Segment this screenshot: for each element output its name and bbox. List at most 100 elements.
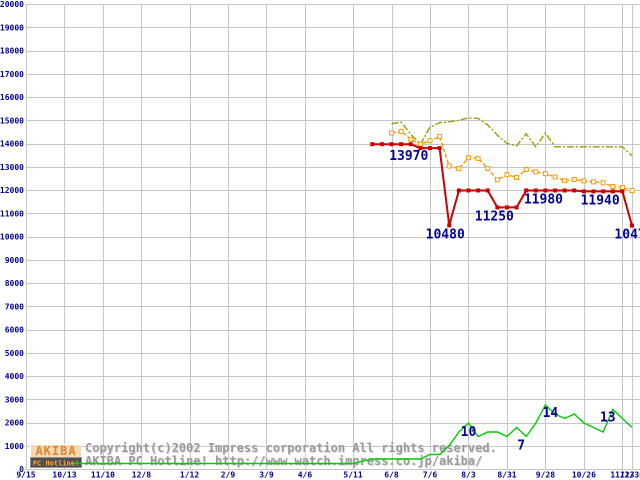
middle-price-marker — [523, 167, 529, 173]
y-axis-labels: 2000019000180001700016000150001400013000… — [0, 0, 24, 474]
x-tick-label: 2/9 — [221, 471, 236, 480]
middle-price-marker — [456, 166, 462, 172]
y-tick-label: 6000 — [5, 326, 24, 335]
y-tick-label: 12000 — [0, 186, 24, 195]
middle-price-marker — [629, 187, 635, 193]
akiba-logo: AKIBA PC Hotline! — [30, 444, 82, 468]
copyright-line2: AKIBA PC Hotline! http://www.watch.impre… — [85, 454, 482, 468]
shop-count-series — [74, 403, 633, 465]
shop-count-annotation: 14 — [543, 406, 559, 421]
price-annotation: 10480 — [426, 227, 465, 242]
lowest-price-marker — [370, 142, 375, 147]
middle-price-marker — [437, 134, 443, 140]
y-tick-label: 18000 — [0, 47, 24, 56]
x-tick-label: 8/3 — [461, 471, 476, 480]
lowest-price-marker — [562, 188, 567, 193]
lowest-price-marker — [514, 205, 519, 210]
middle-price-marker — [600, 180, 606, 186]
x-tick-label: 6/8 — [384, 471, 399, 480]
lowest-price-marker — [504, 205, 509, 210]
x-axis-labels: 9/15 10/13 11/10 12/8 1/12 2/9 3/9 4/6 5/11 6/8 7/… — [16, 471, 640, 480]
copyright-line1: Copyright(c)2002 Impress corporation All… — [85, 441, 497, 455]
x-tick-label: 5/11 — [343, 471, 362, 480]
lowest-price-marker — [476, 188, 481, 193]
shop-count-annotation: 13 — [600, 411, 616, 426]
middle-price-marker — [581, 178, 587, 184]
lowest-price-marker — [389, 142, 394, 147]
lowest-price-marker — [524, 188, 529, 193]
x-tick-label: 10/26 — [572, 471, 596, 480]
lowest-price-marker — [601, 189, 606, 194]
gridlines — [26, 4, 640, 470]
y-tick-label: 20000 — [0, 0, 24, 9]
lowest-price-marker — [610, 189, 615, 194]
middle-price-marker — [485, 166, 491, 172]
middle-price-marker — [533, 169, 539, 175]
shop-count-annotation: 7 — [517, 439, 525, 454]
y-tick-label: 1000 — [5, 442, 24, 451]
middle-price-marker — [619, 185, 625, 191]
middle-price-series — [389, 128, 635, 193]
lowest-price-marker — [408, 142, 413, 147]
middle-price-marker — [552, 174, 558, 180]
y-tick-label: 11000 — [0, 209, 24, 218]
x-tick-label: 11/10 — [91, 471, 115, 480]
pc-hotline-logo-text: PC Hotline! — [33, 460, 79, 468]
price-annotation: 11940 — [581, 193, 620, 208]
watermark: Copyright(c)2002 Impress corporation All… — [30, 441, 498, 469]
lowest-price-marker — [533, 188, 538, 193]
copyright-line1-shadow: Copyright(c)2002 Impress corporation All… — [86, 442, 498, 456]
middle-price-marker — [475, 155, 481, 161]
price-annotation: 13970 — [389, 149, 428, 164]
x-tick-label: 10/13 — [52, 471, 76, 480]
lowest-price-marker — [495, 205, 500, 210]
middle-price-marker — [571, 177, 577, 183]
middle-price-marker — [417, 141, 423, 147]
y-tick-label: 13000 — [0, 163, 24, 172]
akiba-logo-bottom-background — [30, 457, 82, 468]
lowest-price-marker — [379, 142, 384, 147]
y-tick-label: 2000 — [5, 419, 24, 428]
y-tick-label: 3000 — [5, 395, 24, 404]
x-tick-label: 8/31 — [497, 471, 516, 480]
y-tick-label: 7000 — [5, 302, 24, 311]
lowest-price-marker — [630, 223, 634, 228]
lowest-price-marker — [437, 146, 442, 151]
lowest-price-marker — [485, 188, 490, 193]
lowest-price-marker — [620, 189, 625, 194]
price-annotation: 11980 — [524, 192, 563, 207]
y-tick-label: 14000 — [0, 140, 24, 149]
middle-price-marker — [591, 179, 597, 185]
lowest-price-marker — [572, 188, 577, 193]
y-tick-label: 0 — [19, 465, 24, 474]
price-annotation: 11250 — [475, 209, 514, 224]
lowest-price-marker — [456, 188, 461, 193]
middle-price-marker — [389, 130, 395, 136]
lowest-price-marker — [399, 142, 404, 147]
shop-count-annotation: 10 — [461, 425, 477, 440]
y-tick-label: 10000 — [0, 233, 24, 242]
y-tick-label: 5000 — [5, 349, 24, 358]
x-tick-label: 9/15 — [16, 471, 35, 480]
price-annotation: 10470 — [614, 228, 640, 243]
middle-price-marker — [542, 171, 548, 177]
lowest-price-marker — [466, 188, 471, 193]
akiba-logo-text: AKIBA — [35, 444, 76, 458]
lowest-price-marker — [591, 189, 596, 194]
lowest-price-series — [370, 142, 634, 228]
lowest-price-line — [372, 143, 633, 226]
x-tick-label: 1/12 — [180, 471, 199, 480]
middle-price-marker — [562, 178, 568, 184]
x-tick-label: 11/23 — [610, 471, 634, 480]
x-tick-label: 11/30 — [620, 471, 640, 480]
lowest-price-marker — [447, 223, 452, 228]
middle-price-marker — [514, 174, 520, 180]
middle-price-marker — [446, 163, 452, 169]
x-tick-label: 7/6 — [423, 471, 438, 480]
middle-price-marker — [494, 177, 500, 183]
y-tick-label: 9000 — [5, 256, 24, 265]
lowest-price-marker — [581, 189, 586, 194]
lowest-price-marker — [553, 188, 558, 193]
